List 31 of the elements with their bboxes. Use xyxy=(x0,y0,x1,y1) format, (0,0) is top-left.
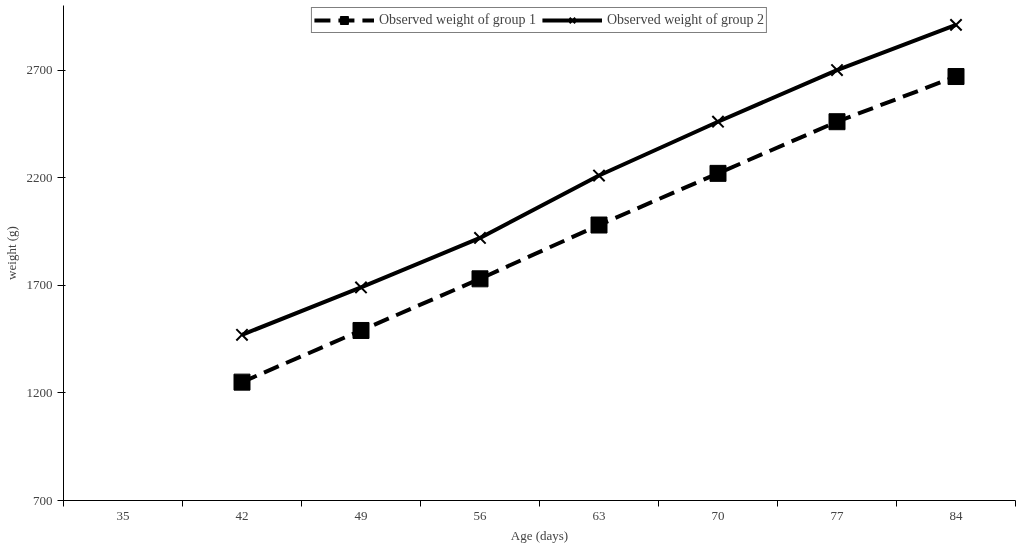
point xyxy=(352,321,370,339)
x-tick-label: 77 xyxy=(830,507,844,523)
x-tick-label: 42 xyxy=(235,507,249,523)
y-tick-label: 700 xyxy=(33,492,53,508)
point xyxy=(709,164,727,182)
legend-label: Observed weight of group 1 xyxy=(378,12,536,28)
x-tick-label: 35 xyxy=(116,507,130,523)
legend-label: Observed weight of group 2 xyxy=(607,12,765,28)
x-tick-label: 56 xyxy=(473,507,487,523)
point xyxy=(473,231,487,245)
x-tick-label: 70 xyxy=(711,507,725,523)
y-tick-label: 1200 xyxy=(26,384,53,400)
y-tick-label: 2700 xyxy=(26,62,53,78)
x-tick-label: 49 xyxy=(354,507,368,523)
y-tick-label: 2200 xyxy=(26,169,53,185)
point xyxy=(235,328,249,342)
x-axis-title: Age (days) xyxy=(510,527,569,543)
point xyxy=(947,68,965,86)
point xyxy=(828,113,846,131)
point xyxy=(590,216,608,234)
point xyxy=(830,63,844,77)
x-tick-label: 63 xyxy=(592,507,606,523)
y-axis-title: weight (g) xyxy=(3,226,19,280)
point xyxy=(949,18,963,32)
point xyxy=(592,168,606,183)
point xyxy=(711,115,725,129)
point xyxy=(471,270,489,288)
point xyxy=(354,280,368,295)
point xyxy=(233,373,251,391)
y-tick-label: 1700 xyxy=(26,277,53,293)
x-tick-label: 84 xyxy=(949,507,963,523)
